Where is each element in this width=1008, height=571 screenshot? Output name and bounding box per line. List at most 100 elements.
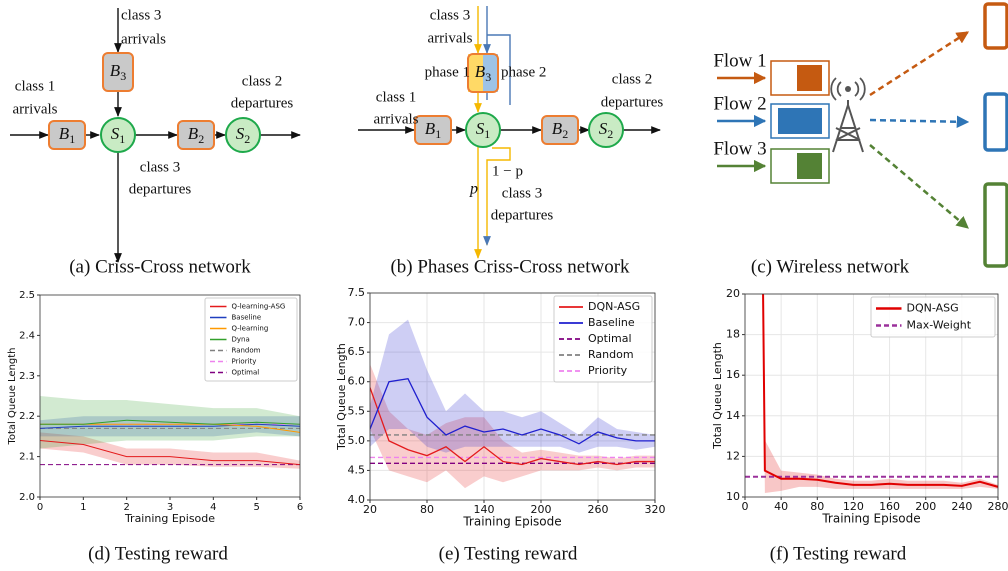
y-tick-label: 18 (726, 328, 740, 341)
legend-label: Random (232, 347, 261, 355)
label: class 2 (242, 73, 282, 89)
label: class 1 (15, 78, 55, 94)
node-letter: B (552, 119, 563, 138)
y-tick-label: 12 (726, 449, 740, 462)
legend-label: Baseline (232, 314, 262, 322)
queue-fill (797, 153, 822, 179)
node-letter: B (110, 61, 121, 80)
tower (833, 100, 863, 152)
queue-fill (797, 65, 822, 91)
y-tick-label: 2.4 (19, 330, 35, 341)
label: phase 2 (501, 64, 546, 80)
phone (985, 94, 1007, 150)
label: class 3 (502, 185, 542, 201)
phone (985, 4, 1007, 48)
y-tick-label: 10 (726, 490, 740, 503)
x-tick-label: 0 (742, 500, 749, 513)
legend-label: Q-learning-ASG (232, 303, 286, 311)
y-axis-label: Total Queue Length (7, 347, 18, 445)
legend-label: Max-Weight (907, 319, 972, 332)
node-index: 1 (119, 132, 125, 146)
legend-label: Optimal (232, 369, 260, 377)
label: arrivals (13, 101, 58, 117)
legend-label: DQN-ASG (907, 302, 959, 315)
y-tick-label: 2.1 (19, 452, 35, 463)
x-tick-label: 280 (988, 500, 1008, 513)
label: class 2 (612, 71, 652, 87)
x-tick-label: 80 (420, 503, 434, 516)
y-axis-label: Total Queue Length (711, 342, 724, 450)
x-tick-label: 0 (37, 502, 43, 513)
label: departures (231, 95, 294, 111)
label: departures (491, 207, 554, 223)
y-tick-label: 2.5 (19, 290, 35, 301)
x-tick-label: 20 (363, 503, 377, 516)
y-tick-label: 5.5 (348, 404, 366, 417)
label: (c) Wireless network (751, 256, 910, 277)
legend-label: DQN-ASG (588, 300, 640, 313)
caption: (e) Testing reward (439, 543, 578, 564)
legend-label: Priority (232, 358, 257, 366)
label: (b) Phases Criss-Cross network (390, 256, 630, 277)
arrow (870, 32, 968, 95)
y-tick-label: 2.0 (19, 492, 35, 503)
node-index: 2 (607, 127, 613, 141)
y-tick-label: 14 (726, 409, 740, 422)
figure: B1S1B2S2B3class 3arrivalsclass 1arrivals… (0, 0, 1008, 571)
label: class 3 (430, 7, 470, 23)
y-tick-label: 2.3 (19, 371, 35, 382)
legend-label: Optimal (588, 332, 632, 345)
node-index: 2 (562, 127, 568, 141)
legend-label: Priority (588, 364, 628, 377)
label: Flow 2 (713, 93, 766, 114)
x-axis-label: Training Episode (821, 512, 920, 526)
label: class 3 (121, 7, 161, 23)
legend-label: Q-learning (232, 325, 269, 333)
y-tick-label: 6.0 (348, 375, 366, 388)
legend-label: Baseline (588, 316, 635, 329)
queue-fill (778, 108, 822, 134)
y-axis-label: Total Queue Length (335, 343, 348, 451)
antenna (845, 86, 851, 92)
label: Flow 3 (713, 138, 766, 159)
node-letter: B (475, 62, 486, 81)
label: (a) Criss-Cross network (69, 256, 251, 277)
y-tick-label: 7.0 (348, 316, 366, 329)
legend-label: Dyna (232, 336, 250, 344)
legend-label: Random (588, 348, 634, 361)
node-letter: B (59, 124, 70, 143)
node-index: 3 (485, 70, 491, 84)
arrow (870, 145, 968, 228)
label: phase 1 (425, 64, 470, 80)
node-index: 1 (69, 132, 75, 146)
label: 1 − p (492, 163, 523, 179)
label: Flow 1 (713, 50, 766, 71)
label: arrivals (428, 30, 473, 46)
y-tick-label: 16 (726, 368, 740, 381)
arrow (870, 120, 968, 122)
node-index: 3 (120, 69, 126, 83)
label: arrivals (374, 111, 419, 127)
x-tick-label: 1 (80, 502, 86, 513)
x-tick-label: 240 (951, 500, 972, 513)
node-letter: B (188, 124, 199, 143)
caption: (f) Testing reward (770, 543, 907, 564)
y-tick-label: 20 (726, 287, 740, 300)
y-tick-label: 2.2 (19, 411, 35, 422)
x-axis-label: Training Episode (124, 512, 215, 525)
node-index: 1 (484, 127, 490, 141)
x-tick-label: 5 (253, 502, 259, 513)
node-index: 1 (435, 127, 441, 141)
node-letter: B (425, 119, 436, 138)
caption: (d) Testing reward (88, 543, 228, 564)
label: arrivals (121, 31, 166, 47)
label: class 1 (376, 89, 416, 105)
label: departures (129, 181, 192, 197)
x-tick-label: 260 (588, 503, 609, 516)
x-axis-label: Training Episode (462, 515, 561, 529)
y-tick-label: 5.0 (348, 434, 366, 447)
x-tick-label: 6 (297, 502, 303, 513)
node-index: 2 (198, 132, 204, 146)
label: departures (601, 94, 664, 110)
y-tick-label: 7.5 (348, 286, 366, 299)
